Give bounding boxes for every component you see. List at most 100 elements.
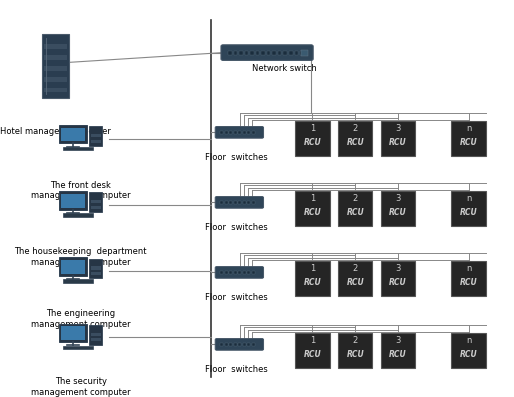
FancyBboxPatch shape — [338, 261, 372, 296]
Bar — [283, 51, 287, 55]
Bar — [238, 201, 242, 204]
Text: RCU: RCU — [389, 208, 407, 217]
Text: RCU: RCU — [346, 278, 364, 287]
FancyBboxPatch shape — [381, 333, 415, 368]
Bar — [220, 131, 223, 134]
Bar — [225, 201, 228, 204]
Text: Hotel management server: Hotel management server — [0, 127, 111, 135]
Text: RCU: RCU — [304, 350, 321, 358]
Bar — [91, 338, 101, 341]
Text: 2: 2 — [353, 124, 358, 133]
FancyBboxPatch shape — [59, 258, 87, 276]
Bar — [239, 51, 243, 55]
FancyBboxPatch shape — [215, 197, 264, 208]
Text: 2: 2 — [353, 264, 358, 273]
Bar — [61, 194, 85, 208]
Bar — [295, 51, 298, 55]
FancyBboxPatch shape — [63, 213, 93, 216]
Text: n: n — [466, 194, 471, 203]
Text: n: n — [466, 336, 471, 345]
Bar — [91, 333, 101, 335]
Bar — [238, 271, 242, 274]
Bar — [252, 131, 255, 134]
Bar — [220, 201, 223, 204]
Bar — [229, 271, 232, 274]
Text: 3: 3 — [395, 264, 401, 273]
Bar — [234, 271, 237, 274]
Text: Network switch: Network switch — [252, 64, 317, 73]
Bar — [61, 260, 85, 274]
Text: Floor  switches: Floor switches — [206, 223, 268, 231]
FancyBboxPatch shape — [381, 121, 415, 156]
FancyBboxPatch shape — [42, 34, 69, 98]
Bar — [256, 51, 259, 55]
Bar — [247, 201, 250, 204]
Bar — [247, 131, 250, 134]
FancyBboxPatch shape — [221, 45, 313, 60]
FancyBboxPatch shape — [338, 121, 372, 156]
Text: 3: 3 — [395, 194, 401, 203]
Bar — [44, 66, 67, 71]
Text: RCU: RCU — [460, 350, 478, 358]
Bar — [91, 140, 101, 143]
Text: RCU: RCU — [346, 138, 364, 146]
Bar — [229, 201, 232, 204]
Bar — [272, 51, 276, 55]
Bar — [44, 77, 67, 82]
FancyBboxPatch shape — [338, 333, 372, 368]
Text: 2: 2 — [353, 336, 358, 345]
Text: RCU: RCU — [304, 138, 321, 146]
Bar — [301, 50, 308, 56]
FancyBboxPatch shape — [63, 147, 93, 150]
FancyBboxPatch shape — [295, 191, 329, 226]
FancyBboxPatch shape — [89, 193, 102, 212]
Bar — [243, 201, 246, 204]
Bar — [252, 271, 255, 274]
Text: The security
management computer: The security management computer — [31, 378, 131, 397]
FancyBboxPatch shape — [451, 191, 486, 226]
FancyBboxPatch shape — [89, 258, 102, 278]
FancyBboxPatch shape — [295, 261, 329, 296]
FancyBboxPatch shape — [451, 121, 486, 156]
Text: 3: 3 — [395, 336, 401, 345]
Bar — [252, 201, 255, 204]
Bar — [252, 343, 255, 346]
Text: RCU: RCU — [389, 138, 407, 146]
Text: n: n — [466, 124, 471, 133]
Bar — [261, 51, 265, 55]
FancyBboxPatch shape — [63, 279, 93, 283]
Bar — [247, 343, 250, 346]
Bar — [91, 200, 101, 203]
Bar — [238, 343, 242, 346]
Bar — [220, 343, 223, 346]
Bar — [234, 201, 237, 204]
Bar — [245, 51, 248, 55]
Bar — [267, 51, 270, 55]
FancyBboxPatch shape — [63, 345, 93, 349]
Bar — [44, 55, 67, 60]
Text: 1: 1 — [310, 264, 315, 273]
Text: The engineering
management computer: The engineering management computer — [31, 309, 131, 329]
Text: 1: 1 — [310, 336, 315, 345]
FancyBboxPatch shape — [381, 191, 415, 226]
FancyBboxPatch shape — [451, 261, 486, 296]
FancyBboxPatch shape — [381, 261, 415, 296]
Text: 1: 1 — [310, 124, 315, 133]
FancyBboxPatch shape — [338, 191, 372, 226]
Bar — [225, 271, 228, 274]
Bar — [233, 51, 237, 55]
Bar — [243, 343, 246, 346]
Text: Floor  switches: Floor switches — [206, 152, 268, 162]
FancyBboxPatch shape — [295, 121, 329, 156]
Bar — [91, 206, 101, 209]
Text: RCU: RCU — [389, 350, 407, 358]
Bar — [300, 51, 304, 55]
FancyBboxPatch shape — [59, 324, 87, 342]
Bar — [229, 131, 232, 134]
Text: RCU: RCU — [460, 278, 478, 287]
Text: RCU: RCU — [346, 208, 364, 217]
FancyBboxPatch shape — [215, 339, 264, 350]
Text: 2: 2 — [353, 194, 358, 203]
Bar — [234, 343, 237, 346]
Bar — [44, 88, 67, 93]
